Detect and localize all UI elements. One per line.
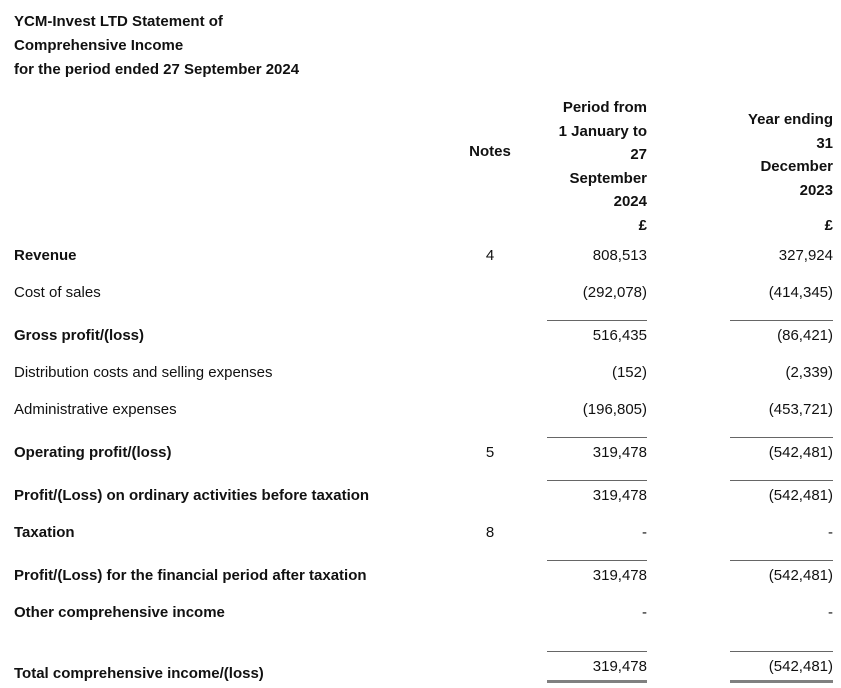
header-line: 2024 xyxy=(613,193,647,210)
header-line: 27 xyxy=(630,146,647,163)
value-2024: - xyxy=(642,523,647,541)
column-header-year-2023: Year ending 31 December 2023 xyxy=(647,96,833,202)
value-2024: (196,805) xyxy=(582,400,647,418)
title-line-1: YCM-Invest LTD Statement of xyxy=(14,13,223,30)
row-label: Gross profit/(loss) xyxy=(14,326,145,344)
value-2024: (152) xyxy=(611,363,647,381)
title-line-2: Comprehensive Income xyxy=(14,37,184,54)
table-row-operating-profit: Operating profit/(loss) 5 319,478 (542,4… xyxy=(14,436,833,462)
row-label: Profit/(Loss) on ordinary activities bef… xyxy=(14,486,370,504)
row-label: Revenue xyxy=(14,246,77,264)
value-2023: (542,481) xyxy=(730,479,833,505)
value-2024: 808,513 xyxy=(592,246,647,264)
value-2023: (542,481) xyxy=(730,436,833,462)
value-2023: (414,345) xyxy=(768,283,833,301)
row-note: 5 xyxy=(485,443,495,461)
header-line: Year ending xyxy=(747,111,833,128)
statement-title: YCM-Invest LTD Statement of Comprehensiv… xyxy=(14,10,833,82)
value-2023: (453,721) xyxy=(768,400,833,418)
value-2023: (542,481) xyxy=(730,559,833,585)
table-row-other-comprehensive-income: Other comprehensive income - - xyxy=(14,603,833,622)
currency-symbol-2023: £ xyxy=(824,216,833,234)
table-row-cost-of-sales: Cost of sales (292,078) (414,345) xyxy=(14,283,833,302)
table-row-administrative-expenses: Administrative expenses (196,805) (453,7… xyxy=(14,400,833,419)
table-row-distribution-costs: Distribution costs and selling expenses … xyxy=(14,363,833,382)
value-2024: 319,478 xyxy=(547,650,647,683)
table-row-profit-after-taxation: Profit/(Loss) for the financial period a… xyxy=(14,559,833,585)
value-2023: 327,924 xyxy=(778,246,833,264)
value-2024: 516,435 xyxy=(547,319,647,345)
value-2023: - xyxy=(828,523,833,541)
table-row-taxation: Taxation 8 - - xyxy=(14,523,833,542)
value-2024: 319,478 xyxy=(547,436,647,462)
table-row-gross-profit: Gross profit/(loss) 516,435 (86,421) xyxy=(14,319,833,345)
value-2024: (292,078) xyxy=(582,283,647,301)
header-line: September xyxy=(569,169,647,187)
currency-row: £ £ xyxy=(14,215,833,237)
value-2024: 319,478 xyxy=(547,479,647,505)
table-row-total-comprehensive-income: Total comprehensive income/(loss) 319,47… xyxy=(14,650,833,683)
row-label: Cost of sales xyxy=(14,283,101,301)
column-header-notes: Notes xyxy=(469,143,511,160)
value-2024: 319,478 xyxy=(547,559,647,585)
value-2023: (86,421) xyxy=(730,319,833,345)
table-row-revenue: Revenue 4 808,513 327,924 xyxy=(14,246,833,265)
row-label: Other comprehensive income xyxy=(14,603,225,621)
value-2023: (2,339) xyxy=(785,363,833,381)
value-2024: - xyxy=(642,603,647,621)
header-line: 31 xyxy=(816,134,833,152)
header-line: Period from xyxy=(562,99,647,116)
table-header: Notes Period from 1 January to 27 Septem… xyxy=(14,96,833,214)
table-row-profit-before-taxation: Profit/(Loss) on ordinary activities bef… xyxy=(14,479,833,505)
currency-symbol-2024: £ xyxy=(638,216,647,234)
row-label: Distribution costs and selling expenses xyxy=(14,363,273,381)
value-2023: - xyxy=(828,603,833,621)
row-label: Taxation xyxy=(14,523,75,541)
row-note: 8 xyxy=(485,523,495,541)
row-note: 4 xyxy=(485,246,495,264)
value-2023: (542,481) xyxy=(730,650,833,683)
row-label: Profit/(Loss) for the financial period a… xyxy=(14,566,367,584)
header-line: December xyxy=(760,158,833,175)
header-line: 1 January to xyxy=(558,122,647,140)
row-label: Administrative expenses xyxy=(14,400,177,418)
header-line: 2023 xyxy=(799,181,833,199)
title-line-3: for the period ended 27 September 2024 xyxy=(14,61,300,78)
row-label: Operating profit/(loss) xyxy=(14,443,172,461)
row-label: Total comprehensive income/(loss) xyxy=(14,664,264,682)
column-header-period-2024: Period from 1 January to 27 September 20… xyxy=(520,96,647,214)
